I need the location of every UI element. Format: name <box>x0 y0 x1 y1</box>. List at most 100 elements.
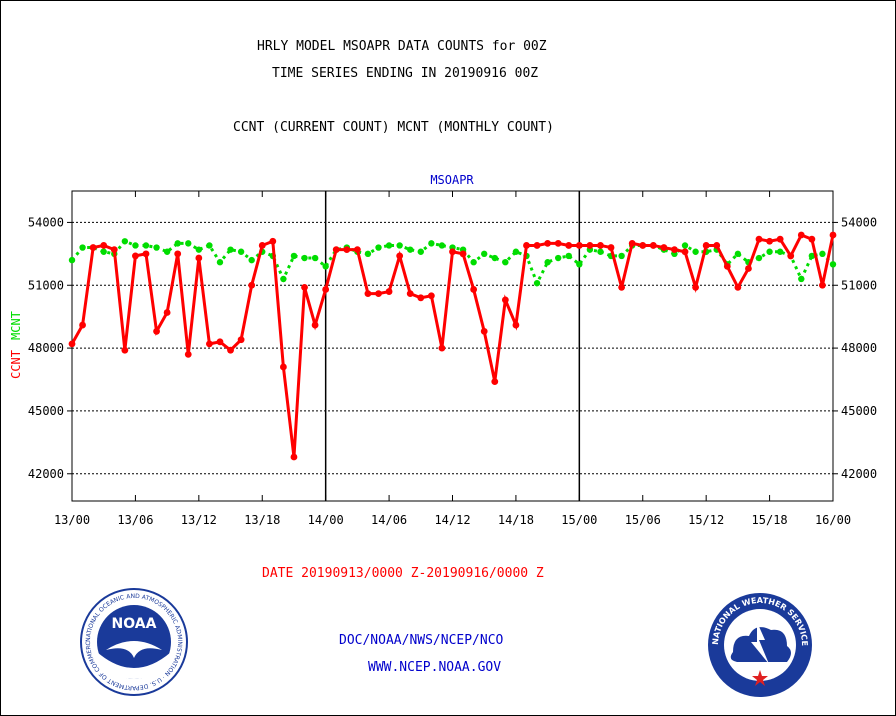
series-ccnt <box>68 231 837 461</box>
y-tick-labels-left: 42000 45000 48000 51000 54000 <box>28 215 64 480</box>
star-icon <box>752 670 768 686</box>
ccnt-point <box>628 239 636 247</box>
ccnt-point <box>68 340 76 348</box>
x-tick-label: 16/00 <box>815 513 851 527</box>
ccnt-point <box>396 252 404 260</box>
mcnt-point <box>554 254 562 262</box>
ccnt-point <box>808 235 816 243</box>
ccnt-point <box>470 286 478 293</box>
ccnt-point <box>353 246 361 254</box>
lightning-icon <box>751 622 769 664</box>
ccnt-point <box>237 336 245 344</box>
ccnt-point <box>512 321 520 329</box>
footer-org: DOC/NOAA/NWS/NCEP/NCO <box>339 633 504 648</box>
x-tick-label: 15/18 <box>752 513 788 527</box>
x-tick-label: 15/12 <box>688 513 724 527</box>
ccnt-point <box>681 248 689 256</box>
y-tick-labels-right: 42000 45000 48000 51000 54000 <box>841 215 877 480</box>
ccnt-point <box>375 290 382 298</box>
mcnt-point <box>470 259 477 266</box>
mcnt-point <box>290 252 298 260</box>
x-tick-label: 15/00 <box>561 513 597 527</box>
mcnt-point <box>132 242 139 249</box>
page-subtitle: TIME SERIES ENDING IN 20190916 00Z <box>272 66 539 81</box>
mcnt-point <box>142 242 150 249</box>
mcnt-point <box>502 259 509 266</box>
ccnt-point <box>364 290 372 298</box>
y-axis-label-mcnt: MCNT <box>9 311 23 340</box>
ccnt-point <box>649 242 657 249</box>
day-dividers <box>324 191 581 501</box>
mcnt-point <box>322 263 329 270</box>
ccnt-point <box>533 242 541 249</box>
mcnt-point <box>195 246 203 253</box>
mcnt-point <box>79 244 86 251</box>
mcnt-point <box>121 238 129 245</box>
mcnt-point <box>755 254 763 262</box>
y-tick-label: 54000 <box>28 215 64 229</box>
y-tick-label: 54000 <box>841 215 877 229</box>
mcnt-point <box>491 254 498 262</box>
gridlines <box>67 191 838 501</box>
y-axis-label: CCNT MCNT <box>9 311 23 379</box>
mcnt-point <box>248 256 255 264</box>
ccnt-point <box>248 281 256 289</box>
mcnt-point <box>396 242 403 249</box>
x-tick-label: 14/06 <box>371 513 407 527</box>
ccnt-point <box>491 378 499 386</box>
page-title: HRLY MODEL MSOAPR DATA COUNTS for 00Z <box>257 39 547 54</box>
mcnt-point <box>692 248 699 255</box>
ccnt-point <box>195 254 203 262</box>
ccnt-point <box>544 239 552 247</box>
ccnt-point <box>797 231 805 239</box>
y-tick-label: 42000 <box>841 467 877 481</box>
ccnt-point <box>597 242 604 249</box>
x-tick-label: 14/18 <box>498 513 534 527</box>
ccnt-point <box>565 242 573 249</box>
ccnt-point <box>417 294 425 302</box>
ccnt-point <box>121 346 129 354</box>
mcnt-point <box>227 246 234 253</box>
ccnt-point <box>501 296 509 304</box>
x-tick-label: 14/12 <box>434 513 470 527</box>
ccnt-point <box>406 290 414 298</box>
ccnt-point <box>174 250 182 258</box>
ccnt-point <box>438 344 446 352</box>
mcnt-point <box>206 242 213 249</box>
mcnt-point <box>185 240 192 247</box>
ccnt-point <box>227 346 234 354</box>
ccnt-point <box>660 244 668 251</box>
ccnt-point <box>776 235 784 243</box>
mcnt-point <box>311 254 319 262</box>
noaa-logo: NOAA NATIONAL OCEANIC AND ATMOSPHERIC AD… <box>80 588 188 696</box>
ccnt-line <box>70 233 835 458</box>
y-tick-label: 42000 <box>28 467 64 481</box>
ccnt-point <box>702 242 710 249</box>
gull-icon <box>106 641 162 658</box>
ccnt-point <box>829 231 837 239</box>
ccnt-point <box>79 321 86 329</box>
ccnt-point <box>618 283 626 291</box>
ccnt-point <box>142 250 150 258</box>
mcnt-point <box>798 275 805 283</box>
mcnt-point <box>163 248 171 255</box>
y-tick-label: 45000 <box>841 404 877 418</box>
mcnt-point <box>776 248 784 255</box>
mcnt-point <box>385 242 393 249</box>
noaa-logo-text: NOAA <box>112 616 157 632</box>
mcnt-point <box>280 275 287 283</box>
ccnt-point <box>301 283 308 291</box>
ccnt-point <box>745 265 752 272</box>
ccnt-point <box>523 242 530 249</box>
mcnt-point <box>808 252 816 260</box>
x-tick-labels: 13/00 13/06 13/12 13/18 14/00 14/06 14/12 14/18… <box>54 513 851 527</box>
ccnt-point <box>311 321 319 329</box>
ccnt-point <box>279 363 287 371</box>
ccnt-point <box>787 252 795 260</box>
y-tick-label: 51000 <box>28 278 64 292</box>
mcnt-point <box>597 248 604 255</box>
mcnt-point <box>681 242 689 249</box>
mcnt-point <box>533 279 541 287</box>
ccnt-point <box>459 250 467 258</box>
mcnt-point <box>216 259 224 266</box>
